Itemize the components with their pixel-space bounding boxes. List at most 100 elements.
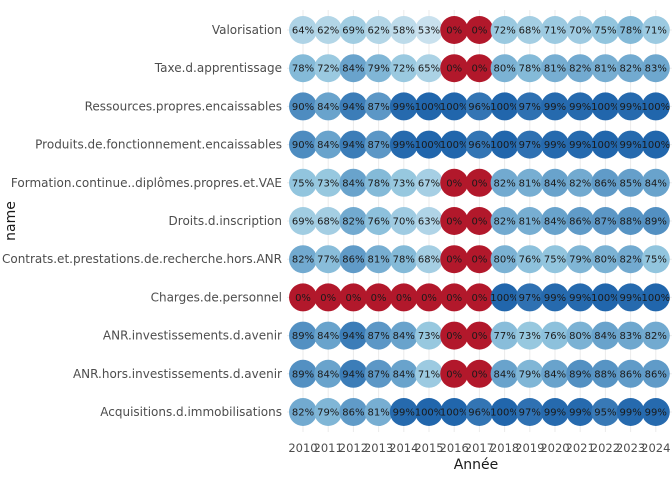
heatmap-cell [641, 359, 670, 388]
heatmap-cell [616, 207, 645, 235]
x-tick-label: 2021 [566, 441, 595, 455]
x-tick-label: 2022 [591, 441, 620, 455]
cell-value-label: 97% [519, 293, 541, 304]
cell-value-label: 86% [619, 369, 641, 380]
heatmap-cell [541, 54, 569, 83]
heatmap-cell [289, 130, 317, 159]
heatmap-cell [440, 16, 469, 44]
heatmap-cell [364, 245, 393, 274]
heatmap-cell [641, 168, 670, 197]
row-labels: Valorisation Taxe.d.apprentissage Ressourc… [2, 23, 282, 419]
cell-value-label: 99% [393, 408, 415, 419]
heatmap-cell [339, 16, 368, 44]
x-tick-label: 2015 [414, 441, 443, 455]
y-axis-title: name [3, 201, 19, 241]
cell-value-label: 84% [544, 217, 566, 228]
heatmap-cell [465, 130, 494, 159]
heatmap-cell [641, 207, 670, 235]
heatmap-cell [490, 398, 519, 426]
cell-value-label: 84% [393, 331, 415, 342]
heatmap-cell [415, 321, 443, 350]
cell-value-label: 97% [519, 102, 541, 113]
heatmap-cell [566, 283, 595, 312]
cell-value-label: 62% [317, 26, 339, 37]
cell-value-label: 87% [367, 331, 389, 342]
heatmap-cell [515, 359, 544, 388]
row-label: Contrats.et.prestations.de.recherche.hor… [2, 252, 282, 266]
x-axis-title: Année [454, 457, 499, 473]
row-label: Formation.continue..diplômes.propres.et.… [11, 176, 282, 190]
cell-value-label: 100% [490, 102, 519, 113]
cell-value-label: 77% [493, 331, 515, 342]
heatmap-cell [591, 359, 620, 388]
cell-value-label: 73% [317, 178, 339, 189]
heatmap-cell [314, 321, 343, 350]
heatmap-cell [289, 207, 317, 235]
cell-value-label: 75% [645, 255, 667, 266]
heatmap-cell [465, 283, 494, 312]
heatmap-cell [616, 398, 645, 426]
cell-value-label: 81% [519, 217, 541, 228]
heatmap-cell [339, 92, 368, 121]
cell-value-label: 69% [292, 217, 314, 228]
heatmap-cell [616, 54, 645, 83]
heatmap-cell [616, 130, 645, 159]
heatmap-cell [591, 283, 620, 312]
cell-value-label: 0% [320, 293, 336, 304]
heatmap-cell [440, 54, 469, 83]
heatmap-cell [490, 54, 519, 83]
heatmap-cell [541, 359, 569, 388]
cell-value-label: 58% [393, 26, 415, 37]
row-label: Produits.de.fonctionnement.encaissables [35, 138, 282, 152]
cell-value-label: 99% [619, 140, 641, 151]
heatmap-cell [339, 245, 368, 274]
cell-value-label: 94% [342, 102, 364, 113]
heatmap-cell [389, 168, 418, 197]
cell-value-label: 100% [591, 102, 620, 113]
cell-value-label: 84% [342, 64, 364, 75]
heatmap-cell [641, 283, 670, 312]
heatmap-cell [364, 54, 393, 83]
cell-value-label: 64% [292, 26, 314, 37]
heatmap-cell [515, 54, 544, 83]
heatmap-cell [566, 398, 595, 426]
cell-value-label: 88% [594, 369, 616, 380]
cell-value-label: 99% [393, 102, 415, 113]
heatmap-cell [339, 359, 368, 388]
heatmap-cell [641, 92, 670, 121]
heatmap-cell [389, 207, 418, 235]
heatmap-cell [490, 321, 519, 350]
heatmap-cell [566, 54, 595, 83]
heatmap-cell [490, 359, 519, 388]
cell-value-label: 73% [393, 178, 415, 189]
heatmap-cell [591, 54, 620, 83]
heatmap-cell [465, 245, 494, 274]
cell-value-label: 0% [471, 293, 487, 304]
cell-value-label: 0% [471, 369, 487, 380]
cell-value-label: 89% [292, 331, 314, 342]
heatmap-cell [415, 130, 443, 159]
heatmap-cell [490, 168, 519, 197]
cell-value-label: 82% [619, 64, 641, 75]
cell-value-label: 70% [569, 26, 591, 37]
cell-value-label: 94% [342, 331, 364, 342]
heatmap-cell [314, 283, 343, 312]
heatmap-cell [490, 207, 519, 235]
heatmap-cell [566, 207, 595, 235]
cell-value-label: 0% [295, 293, 311, 304]
cell-value-label: 76% [519, 255, 541, 266]
heatmap-cell [541, 130, 569, 159]
cell-value-label: 84% [317, 369, 339, 380]
heatmap-cell [440, 92, 469, 121]
heatmap-cell [289, 92, 317, 121]
heatmap-cell [364, 359, 393, 388]
cell-value-label: 70% [393, 217, 415, 228]
heatmap-cell [465, 16, 494, 44]
cell-value-label: 82% [569, 64, 591, 75]
heatmap-cell [616, 321, 645, 350]
cell-value-label: 85% [619, 178, 641, 189]
cell-value-label: 73% [519, 331, 541, 342]
heatmap-cell [641, 54, 670, 83]
x-tick-label: 2019 [515, 441, 544, 455]
cell-value-label: 0% [371, 293, 387, 304]
